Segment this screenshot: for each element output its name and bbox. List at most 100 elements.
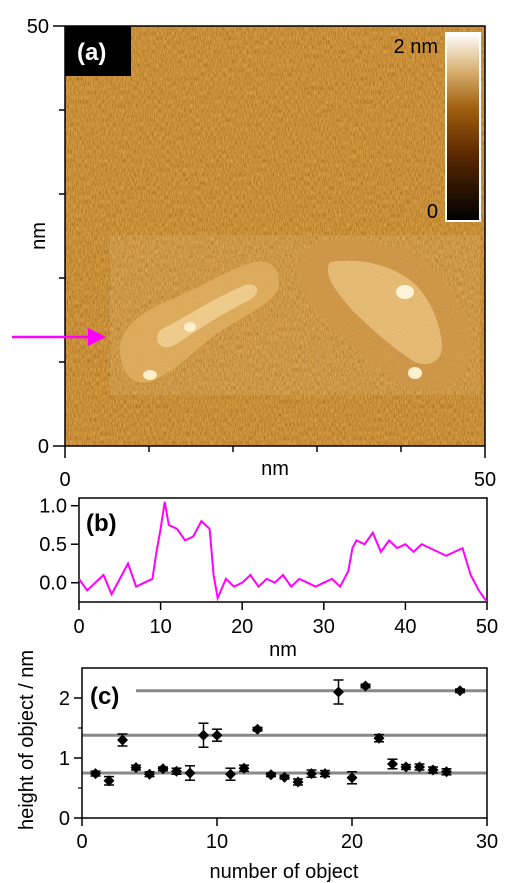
diamond-marker (130, 762, 142, 774)
profile-arrow (12, 328, 106, 346)
panel-b-label: (b) (86, 510, 117, 537)
diamond-marker (265, 769, 277, 781)
panel-b-x-tick-label: 20 (231, 616, 253, 638)
diamond-marker (454, 685, 466, 697)
panel-c-y-title: height of object / nm (16, 650, 38, 830)
data-point (319, 768, 331, 780)
colorbar-max-label: 2 nm (394, 36, 438, 58)
data-point (117, 733, 128, 747)
data-point (144, 768, 155, 780)
diamond-marker (117, 734, 128, 746)
data-point (292, 776, 304, 788)
diamond-marker (238, 762, 250, 774)
data-point (306, 768, 317, 780)
diamond-marker (319, 768, 331, 780)
diamond-marker (373, 732, 385, 744)
scatter-points (90, 679, 466, 788)
panel-a-afm-image: (a) 2 nm 0 0 50 0 50 nm nm (12, 16, 496, 491)
data-point (252, 723, 263, 735)
panel-a-x-tick-0: 0 (59, 469, 70, 491)
afm-island-grain (110, 235, 480, 395)
data-point (171, 765, 182, 777)
diamond-marker (360, 680, 371, 692)
panel-c-x-tick-label: 20 (341, 831, 363, 853)
panel-a-label-box (65, 26, 131, 76)
panel-b-x-tick-label: 30 (313, 616, 335, 638)
diamond-marker (184, 767, 196, 779)
panel-b-x-tick-label: 50 (476, 616, 498, 638)
data-point (238, 762, 250, 774)
diamond-marker (414, 761, 425, 773)
data-point (414, 761, 425, 773)
panel-a-axes (53, 25, 486, 458)
reference-lines (82, 689, 487, 775)
data-point (103, 775, 115, 787)
panel-a-label: (a) (77, 39, 106, 66)
data-point (157, 763, 169, 775)
data-point (333, 679, 344, 705)
panel-a-y-tick-0: 0 (38, 436, 49, 458)
diamond-marker (387, 758, 398, 770)
data-point (400, 761, 412, 773)
diamond-marker (90, 768, 101, 780)
data-point (387, 758, 398, 770)
diamond-marker (333, 686, 344, 698)
colorbar-min-label: 0 (427, 201, 438, 223)
panel-b-x-title: nm (269, 639, 297, 661)
panel-b-x-tick-label: 10 (149, 616, 171, 638)
panel-b-x-tick-label: 0 (73, 616, 84, 638)
panel-b-y-tick-label: 1.0 (39, 496, 67, 518)
colorbar (445, 32, 481, 222)
panel-c-y-tick-label: 2 (59, 688, 70, 710)
diamond-marker (427, 764, 439, 776)
diamond-marker (225, 768, 236, 780)
diamond-marker (441, 766, 452, 778)
data-point (198, 722, 209, 748)
panel-b-x-tick-labels: 0 10 20 30 40 50 (73, 616, 498, 638)
data-point (279, 771, 290, 783)
panel-b-tick-marks (71, 504, 488, 610)
panel-c-label: (c) (90, 683, 119, 710)
panel-c-object-heights: (c) 0 10 20 30 0 1 2 number of object height … (16, 650, 498, 883)
diamond-marker (144, 768, 155, 780)
diamond-marker (211, 729, 223, 741)
diamond-marker (292, 776, 304, 788)
data-point (265, 769, 277, 781)
panel-a-x-title: nm (261, 458, 289, 480)
panel-c-x-title: number of object (210, 861, 359, 883)
diamond-marker (279, 771, 290, 783)
panel-c-y-tick-label: 0 (59, 808, 70, 830)
panel-c-y-tick-label: 1 (59, 748, 70, 770)
data-point (184, 765, 196, 781)
panel-c-tick-marks (74, 697, 488, 826)
data-point (346, 771, 358, 785)
data-point (454, 685, 466, 697)
diamond-marker (103, 775, 115, 787)
panel-c-y-tick-labels: 0 1 2 (59, 688, 70, 830)
panel-a-x-tick-50: 50 (474, 469, 496, 491)
profile-line (79, 501, 487, 602)
panel-b-x-tick-label: 40 (394, 616, 416, 638)
panel-b-height-profile: (b) 0 10 20 30 40 50 0.0 0.5 1.0 nm (39, 496, 498, 661)
diamond-marker (400, 761, 412, 773)
data-point (130, 762, 142, 774)
panel-b-y-tick-labels: 0.0 0.5 1.0 (39, 496, 67, 595)
data-point (90, 768, 101, 780)
diamond-marker (198, 729, 209, 741)
panel-a-y-tick-50: 50 (27, 16, 49, 38)
data-point (427, 764, 439, 776)
panel-b-y-tick-label: 0.0 (39, 573, 67, 595)
panel-c-x-tick-label: 10 (206, 831, 228, 853)
panel-a-y-title: nm (28, 222, 50, 250)
panel-c-x-tick-label: 0 (76, 831, 87, 853)
data-point (360, 680, 371, 692)
diamond-marker (306, 768, 317, 780)
diamond-marker (252, 723, 263, 735)
panel-b-y-tick-label: 0.5 (39, 534, 67, 556)
diamond-marker (171, 765, 182, 777)
data-point (441, 766, 452, 778)
data-point (211, 728, 223, 742)
panel-c-x-tick-labels: 0 10 20 30 (76, 831, 498, 853)
diamond-marker (346, 772, 358, 784)
